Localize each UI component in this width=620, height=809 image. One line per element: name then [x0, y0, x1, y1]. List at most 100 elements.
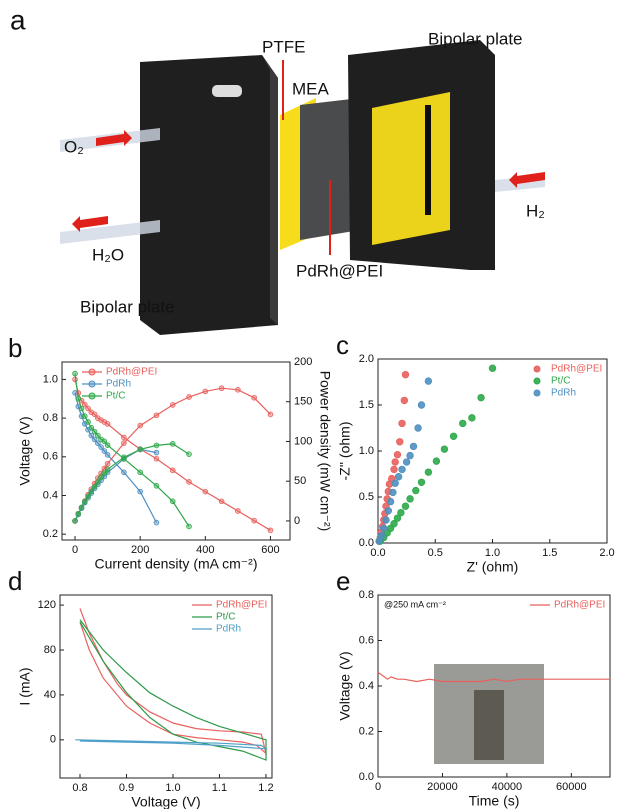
- data-point: [412, 486, 420, 495]
- legend-label: Pt/C: [106, 391, 125, 402]
- legend-label: PdRh: [106, 379, 131, 390]
- data-point: [186, 523, 192, 530]
- x-axis-label: Voltage (V): [131, 794, 200, 809]
- legend-label: PdRh@PEI: [106, 367, 157, 378]
- mea-sheet: [300, 98, 360, 240]
- x-axis-label: Current density (mA cm⁻²): [95, 556, 258, 572]
- x-tick-label: 0: [72, 544, 78, 556]
- legend-label: Pt/C: [216, 612, 235, 623]
- data-point: [417, 478, 426, 486]
- y-tick-label: 0.6: [359, 634, 374, 646]
- y2-axis-label: Power density (mW cm⁻²): [317, 371, 333, 532]
- data-point: [186, 479, 192, 485]
- data-point: [121, 440, 127, 446]
- data-point: [85, 419, 91, 425]
- label-bipolar: Bipolar plate: [428, 29, 523, 48]
- data-point: [398, 419, 406, 428]
- data-point: [95, 479, 101, 485]
- data-point: [390, 465, 398, 474]
- data-point: [488, 364, 497, 372]
- x-tick-label: 1.5: [542, 547, 557, 559]
- x-tick-label: 40000: [492, 781, 523, 793]
- legend-marker: [88, 368, 96, 376]
- label-h2o: H₂O: [92, 245, 124, 264]
- data-point: [72, 518, 78, 524]
- y-tick-label: 0.5: [359, 491, 374, 503]
- y-tick-label: 0.6: [43, 451, 58, 463]
- panel-label: c: [336, 330, 349, 360]
- schematic: a PTFE MEA Bipolar plate O₂ H₂O H₂ PdRh@…: [10, 4, 545, 335]
- annotation: @250 mA cm⁻²: [384, 599, 446, 609]
- ptfe-front: [372, 92, 450, 245]
- data-point: [169, 441, 176, 447]
- x-tick-label: 0.0: [370, 547, 385, 559]
- data-point: [393, 514, 402, 522]
- data-point: [169, 402, 176, 408]
- data-point: [137, 488, 143, 495]
- y2-tick-label: 0: [294, 515, 300, 527]
- data-point: [91, 436, 98, 443]
- data-point: [85, 493, 91, 500]
- data-point: [414, 424, 422, 432]
- data-point: [377, 531, 386, 540]
- data-point: [104, 460, 111, 467]
- data-point: [432, 457, 441, 465]
- data-point: [393, 450, 402, 459]
- series-line: [74, 379, 271, 531]
- data-point: [153, 449, 160, 456]
- data-point: [267, 411, 274, 418]
- data-point: [401, 370, 410, 379]
- label-h2: H₂: [526, 201, 545, 220]
- data-point: [137, 446, 143, 453]
- legend-label: PdRh@PEI: [216, 600, 267, 611]
- data-point: [121, 454, 127, 461]
- data-point: [267, 527, 274, 534]
- y-tick-label: 1.0: [43, 373, 58, 385]
- data-point: [406, 495, 414, 503]
- panel-label: a: [10, 4, 26, 35]
- channel: [425, 105, 431, 215]
- data-point: [382, 516, 390, 524]
- h2o-tube: [60, 220, 160, 244]
- label-catalyst: PdRh@PEI: [296, 261, 383, 280]
- x-tick-label: 0.8: [72, 782, 87, 794]
- label-o2: O₂: [64, 137, 84, 156]
- data-point: [169, 498, 176, 505]
- x-tick-label: 0.5: [428, 547, 443, 559]
- y-tick-label: 0.0: [359, 771, 374, 783]
- y-tick-label: 0.4: [43, 489, 58, 501]
- left-plate-edge: [262, 55, 278, 325]
- data-point: [409, 442, 418, 451]
- series-line: [74, 448, 157, 522]
- y-tick-label: 0: [50, 734, 56, 746]
- arrow-h2o: [72, 216, 108, 232]
- data-point: [449, 432, 458, 440]
- y2-tick-label: 200: [294, 356, 312, 368]
- plot-frame: [59, 594, 273, 779]
- data-point: [459, 419, 467, 428]
- data-point: [88, 488, 95, 495]
- data-point: [390, 519, 398, 528]
- data-point: [235, 508, 241, 514]
- y-tick-label: 0.8: [359, 589, 374, 601]
- data-point: [400, 396, 409, 405]
- data-point: [202, 488, 209, 495]
- data-point: [401, 502, 410, 510]
- data-point: [88, 424, 95, 431]
- data-point: [186, 451, 192, 457]
- y-axis-label: Voltage (V): [17, 416, 33, 485]
- data-point: [137, 422, 143, 429]
- y-tick-label: 0.8: [43, 412, 58, 424]
- data-point: [218, 385, 225, 392]
- data-point: [186, 394, 192, 400]
- x-axis-label: Z' (ohm): [467, 559, 519, 575]
- plot-frame: [61, 361, 291, 541]
- data-point: [153, 412, 160, 419]
- series-line: [75, 739, 269, 750]
- legend-label: PdRh@PEI: [554, 600, 605, 611]
- data-point: [91, 483, 98, 490]
- data-point: [394, 473, 403, 481]
- y-tick-label: 0.2: [43, 528, 58, 540]
- data-point: [396, 438, 404, 446]
- data-point: [95, 432, 101, 439]
